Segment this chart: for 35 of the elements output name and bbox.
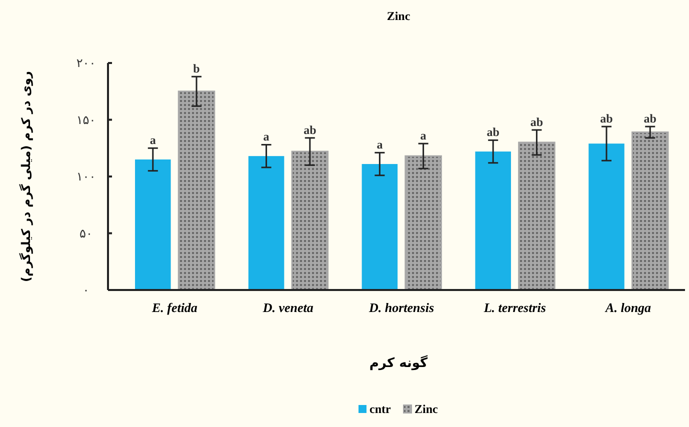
x-tick-label: D. veneta <box>262 300 314 315</box>
bar <box>362 164 398 290</box>
annotation: a <box>150 133 156 148</box>
bar <box>135 159 171 290</box>
annotation: ab <box>304 122 317 137</box>
x-tick-label: L. terrestris <box>482 300 546 315</box>
annotation: ab <box>530 114 544 129</box>
x-tick-label: D. hortensis <box>368 300 434 315</box>
bar <box>518 142 556 291</box>
x-tick-label: E. fetida <box>150 300 198 315</box>
annotation: a <box>420 128 426 143</box>
y-tick-label: ۵۰ <box>80 226 92 240</box>
bar <box>248 156 284 290</box>
annotation: ab <box>486 125 500 140</box>
annotation: b <box>193 62 200 76</box>
annotation: ab <box>600 112 614 126</box>
annotation: a <box>263 130 270 144</box>
bar <box>404 155 442 291</box>
bar <box>178 90 216 291</box>
chart-title: Zinc <box>386 9 411 23</box>
annotation: a <box>376 138 383 152</box>
bar <box>475 152 511 290</box>
y-tick-label: ۱۵۰ <box>76 112 96 127</box>
x-axis-title: گونه کرم <box>369 355 428 371</box>
bar <box>631 131 669 291</box>
y-tick-label: ۲۰۰ <box>76 56 96 70</box>
x-tick-label: A. longa <box>604 300 652 315</box>
legend-label: cntr <box>370 402 392 416</box>
bar <box>588 144 624 290</box>
bar <box>291 150 329 291</box>
y-axis-title: روی در کرم (میلی گرم در کیلوگرم) <box>19 70 33 282</box>
annotation: ab <box>644 112 657 126</box>
y-tick-label: ۰ <box>82 283 90 298</box>
legend-label: Zinc <box>414 402 439 416</box>
y-tick-label: ۱۰۰ <box>76 170 96 184</box>
